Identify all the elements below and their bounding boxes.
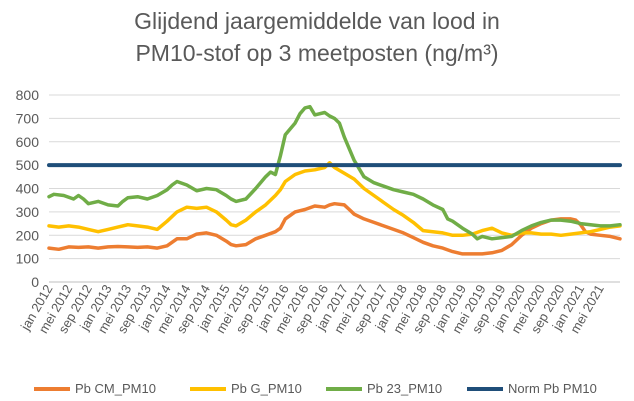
series-line-pb-cm-pm10 — [47, 201, 622, 256]
legend-label-pb-cm: Pb CM_PM10 — [75, 381, 156, 396]
legend-item-norm: Norm Pb PM10 — [467, 381, 597, 396]
y-tick-label: 800 — [16, 87, 40, 103]
legend-swatch-pb-23 — [326, 386, 362, 391]
y-tick-label: 700 — [16, 110, 40, 126]
series-line-pb-23-pm10 — [47, 104, 622, 241]
legend-swatch-pb-g — [190, 386, 226, 391]
y-tick-label: 300 — [16, 204, 40, 220]
y-tick-label: 400 — [16, 181, 40, 197]
y-tick-label: 600 — [16, 134, 40, 150]
legend-item-pb-cm: Pb CM_PM10 — [34, 381, 156, 396]
legend-swatch-pb-cm — [34, 386, 70, 391]
y-tick-label: 200 — [16, 227, 40, 243]
legend-label-pb-g: Pb G_PM10 — [231, 381, 302, 396]
legend-item-pb-g: Pb G_PM10 — [190, 381, 302, 396]
legend-swatch-norm — [467, 386, 503, 391]
chart-title-line-1: Glijdend jaargemiddelde van lood in — [134, 8, 500, 34]
chart-title-line-2: PM10-stof op 3 meetposten (ng/m³) — [135, 40, 499, 66]
legend-item-pb-23: Pb 23_PM10 — [326, 381, 442, 396]
y-tick-label: 0 — [31, 274, 39, 290]
y-tick-label: 100 — [16, 251, 40, 267]
legend-label-norm: Norm Pb PM10 — [508, 381, 597, 396]
legend-label-pb-23: Pb 23_PM10 — [367, 381, 443, 396]
y-tick-label: 500 — [16, 157, 40, 173]
chart-legend: Pb CM_PM10 Pb G_PM10 Pb 23_PM10 Norm Pb … — [0, 381, 634, 399]
